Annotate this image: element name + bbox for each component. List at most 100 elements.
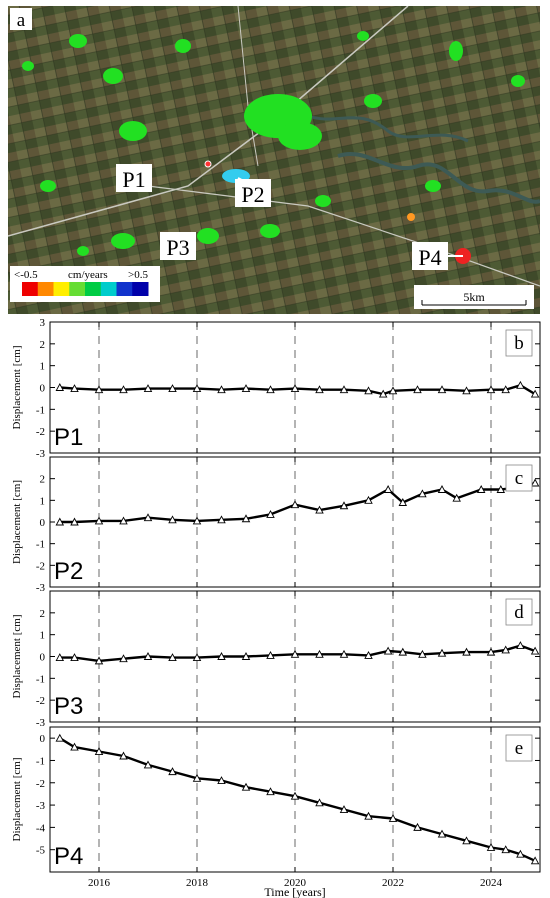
y-tick-label: 1: [40, 361, 46, 373]
data-point: [143, 652, 153, 660]
data-point: [70, 742, 79, 751]
data-point: [364, 650, 373, 659]
y-axis-label: Displacement [cm]: [11, 758, 23, 842]
colorbar-swatch: [37, 282, 54, 296]
y-tick-label: -3: [36, 582, 46, 594]
data-point: [516, 380, 525, 389]
y-tick-label: 2: [40, 474, 46, 486]
red-point: [204, 160, 212, 168]
data-point: [413, 822, 422, 831]
point-label: P1: [54, 424, 83, 451]
series-line: [59, 481, 536, 524]
y-axis-label: Displacement [cm]: [11, 480, 23, 564]
colorbar-max-label: >0.5: [128, 269, 148, 281]
data-point: [437, 385, 447, 394]
data-point: [70, 517, 79, 526]
y-tick-label: 0: [40, 517, 46, 529]
data-point: [339, 385, 349, 394]
data-point: [143, 384, 153, 393]
series-line: [59, 737, 536, 862]
road: [147, 185, 540, 287]
point-label: P4: [54, 843, 83, 870]
orange-cluster: [407, 213, 415, 221]
chart-panel-e: -5 -4 -3 -2 -1 0 2016 2018 2020 2022 2024 Displacem…: [11, 726, 541, 898]
panel-label: a: [17, 10, 26, 31]
data-point: [530, 646, 540, 655]
chart-panel-d: -3 -2 -1 0 1 2 Displacement [cm] d P3: [11, 590, 541, 729]
svg-text:P4: P4: [418, 245, 441, 270]
colorbar-swatch: [69, 282, 86, 296]
data-point: [217, 776, 226, 784]
y-tick-label: -1: [36, 673, 45, 685]
data-point: [462, 836, 471, 845]
data-point: [290, 791, 300, 800]
colorbar-swatch: [85, 282, 102, 296]
panel-letter-box: [505, 598, 533, 626]
y-tick-label: -4: [36, 822, 46, 834]
y-tick-label: -1: [36, 755, 45, 767]
y-tick-label: -3: [36, 717, 46, 729]
data-point: [530, 856, 540, 865]
data-point: [192, 773, 202, 782]
data-point: [241, 652, 251, 660]
data-point: [452, 493, 461, 502]
svg-text:P2: P2: [241, 182, 264, 207]
data-point: [94, 516, 104, 525]
chart-panel-c: -3 -2 -1 0 1 2 Displacement [cm] c P2: [11, 456, 541, 594]
data-point: [364, 495, 373, 504]
data-point: [119, 516, 128, 525]
data-point: [339, 805, 349, 813]
data-point: [516, 641, 525, 650]
svg-text:P1: P1: [122, 167, 145, 192]
data-point: [496, 485, 506, 493]
y-tick-label: -2: [36, 695, 45, 707]
data-point: [437, 485, 447, 493]
data-point: [290, 649, 300, 658]
colorbar-swatch: [116, 282, 133, 296]
y-tick-label: -3: [36, 800, 46, 812]
data-point: [383, 646, 393, 655]
data-point: [143, 513, 153, 522]
panel-letter: b: [514, 333, 524, 354]
data-point: [168, 767, 177, 776]
data-point: [378, 389, 388, 398]
data-point: [55, 653, 65, 662]
y-tick-label: 0: [40, 733, 46, 745]
colorbar-legend: <-0.5 cm/years >0.5: [10, 266, 160, 302]
data-point: [119, 751, 128, 760]
y-tick-label: 2: [40, 608, 46, 620]
data-point: [486, 843, 496, 851]
colorbar-unit-label: cm/years: [68, 269, 108, 281]
river: [307, 114, 469, 143]
y-tick-label: 0: [40, 652, 46, 664]
data-point: [241, 514, 251, 523]
data-point: [516, 849, 525, 858]
y-tick-label: 2: [40, 339, 46, 351]
data-point: [437, 648, 447, 657]
data-point: [266, 509, 275, 518]
data-point: [168, 384, 177, 393]
y-tick-label: -1: [36, 404, 45, 416]
data-point: [315, 649, 324, 658]
y-tick-label: -1: [36, 539, 45, 551]
data-point: [192, 384, 202, 393]
data-point: [364, 386, 373, 395]
colorbar-swatch: [22, 282, 39, 296]
y-tick-label: -2: [36, 560, 45, 572]
panel-letter-box: [505, 329, 533, 357]
panel-letter: d: [514, 602, 524, 623]
data-point: [462, 647, 471, 656]
data-point: [398, 647, 408, 656]
data-point: [168, 515, 177, 524]
colorbar-swatch: [100, 282, 117, 296]
stable-clusters: [22, 31, 525, 256]
y-tick-label: 3: [40, 317, 46, 329]
y-tick-label: 1: [40, 630, 46, 642]
river: [337, 152, 540, 204]
y-tick-label: -2: [36, 778, 45, 790]
data-point: [168, 653, 177, 662]
panel-letter-box: [505, 734, 533, 762]
data-point: [70, 653, 79, 662]
data-point: [383, 485, 393, 493]
data-point: [55, 517, 65, 526]
